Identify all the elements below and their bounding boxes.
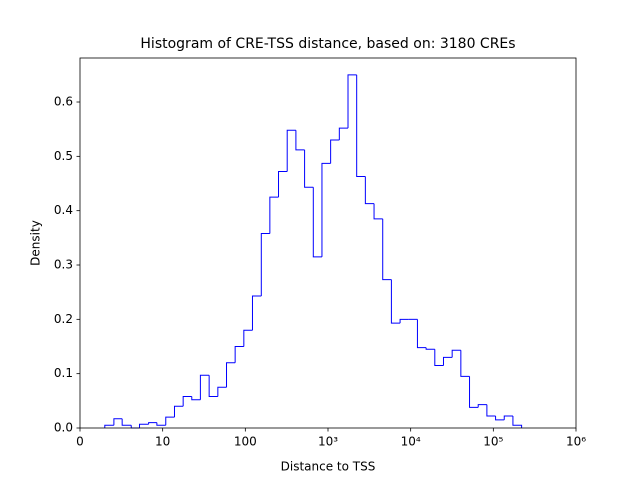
histogram-step: [251, 295, 262, 331]
histogram-step: [243, 329, 253, 347]
histogram-step: [191, 396, 201, 401]
y-tick-label: 0.4: [54, 203, 73, 217]
x-tick-label: 0: [76, 435, 84, 449]
histogram-step: [512, 416, 523, 428]
histogram-step: [130, 425, 140, 429]
histogram-step: [217, 386, 227, 397]
histogram-step: [451, 349, 461, 358]
x-tick-label: 10⁵: [483, 435, 503, 449]
histogram-step: [373, 203, 383, 220]
histogram-step: [312, 187, 322, 258]
histogram-step: [390, 279, 401, 324]
histogram-step: [347, 74, 357, 129]
histogram-step: [182, 395, 192, 407]
histogram-step: [199, 374, 210, 400]
histogram-step: [139, 423, 149, 428]
histogram-step: [382, 218, 392, 281]
histogram-step: [278, 171, 288, 198]
x-tick-label: 100: [234, 435, 257, 449]
y-axis-label: Density: [29, 220, 43, 266]
x-tick-label: 10⁶: [566, 435, 586, 449]
histogram-step: [234, 346, 244, 363]
histogram-step: [121, 418, 132, 426]
histogram-step: [104, 424, 114, 428]
x-tick-label: 10: [155, 435, 170, 449]
histogram-step: [399, 318, 409, 324]
histogram-step: [425, 347, 435, 350]
histogram-step: [330, 139, 340, 164]
histogram-step: [469, 376, 479, 408]
histogram-step: [338, 127, 349, 141]
histogram-step: [295, 130, 305, 151]
histogram-step: [477, 404, 487, 408]
y-tick-label: 0.5: [54, 149, 73, 163]
histogram-step: [113, 418, 123, 426]
y-tick-label: 0.2: [54, 312, 73, 326]
x-axis-label: Distance to TSS: [281, 460, 376, 474]
histogram-step: [148, 422, 157, 425]
histogram-step: [416, 319, 427, 349]
plot-frame: [79, 57, 577, 429]
histogram-step: [495, 416, 505, 421]
x-tick-label: 10⁴: [401, 435, 421, 449]
histogram-step: [486, 404, 496, 417]
histogram-step: [321, 162, 331, 257]
histogram-step: [304, 149, 314, 188]
histogram-step: [173, 405, 184, 418]
histogram-step: [269, 196, 279, 234]
histogram-step: [503, 415, 513, 420]
histogram-step: [460, 350, 470, 377]
histogram-step: [442, 356, 453, 366]
chart-title: Histogram of CRE-TSS distance, based on:…: [140, 36, 515, 52]
y-tick-label: 0.1: [54, 366, 73, 380]
histogram-step: [165, 416, 175, 426]
histogram-step: [434, 349, 444, 367]
x-tick-label: 10³: [318, 435, 338, 449]
histogram-step: [286, 129, 296, 172]
y-tick-label: 0.6: [54, 95, 73, 109]
histogram-step: [260, 232, 270, 296]
y-tick-label: 0.3: [54, 258, 73, 272]
histogram-step: [156, 422, 166, 426]
histogram-step: [226, 362, 236, 388]
histogram-step: [364, 176, 375, 205]
histogram-step: [356, 74, 366, 177]
y-tick-label: 0.0: [54, 421, 73, 435]
histogram-step: [208, 375, 218, 397]
